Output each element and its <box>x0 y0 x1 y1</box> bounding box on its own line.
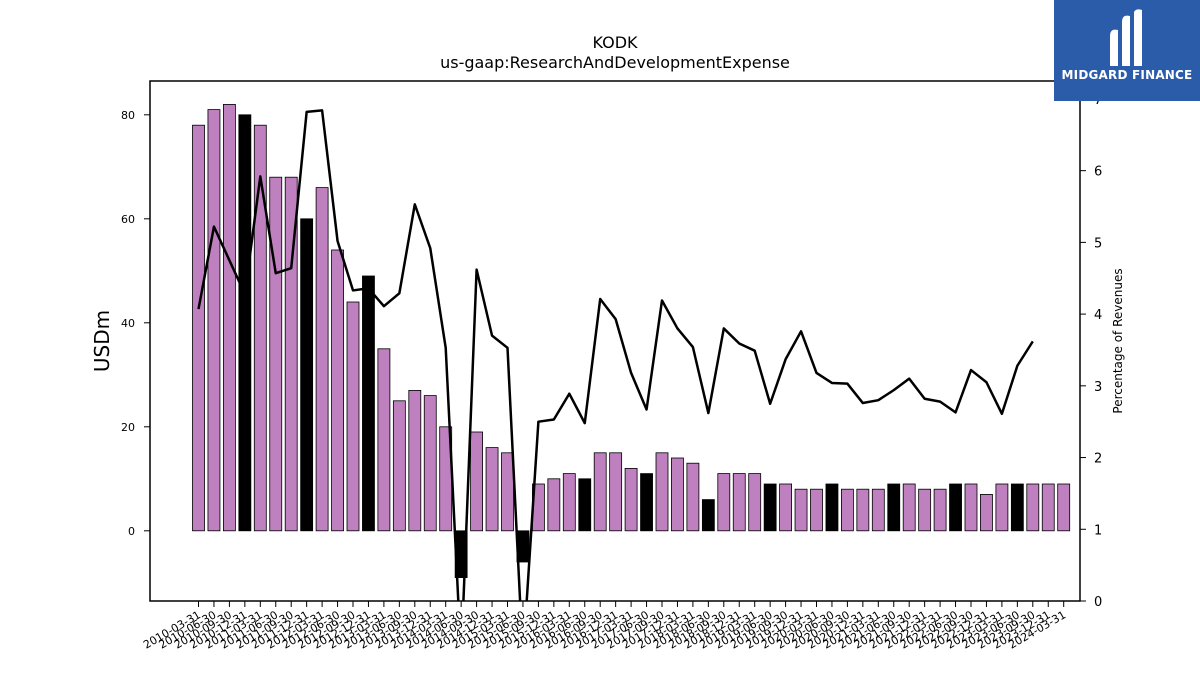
bar-2020-12-31 <box>856 488 870 532</box>
left-axis-ticks: 0 20 40 60 80 <box>121 109 150 538</box>
bar-2012-09-30 <box>346 301 360 532</box>
bar-2019-09-30 <box>779 483 792 532</box>
bar-2013-12-31 <box>423 395 437 532</box>
bar-2021-06-30 <box>887 483 901 532</box>
y2-tick-label: 2 <box>1094 452 1102 467</box>
y-tick-label: 80 <box>121 109 135 122</box>
y2-tick-label: 5 <box>1094 236 1102 251</box>
bar-2013-09-30 <box>408 389 422 532</box>
bar-2010-06-30 <box>207 109 221 532</box>
bar-2018-09-30 <box>717 473 731 532</box>
bar-2014-12-31 <box>485 447 499 532</box>
right-axis-ticks: 01234567 <box>1080 93 1102 610</box>
bar-2023-06-30 <box>1010 483 1024 532</box>
logo-mark-icon <box>1110 9 1142 66</box>
bar-2018-06-30 <box>701 499 715 532</box>
x-axis-ticks: 2010-03-312010-06-302010-09-302010-12-31… <box>141 601 1068 652</box>
bar-2020-03-31 <box>810 488 823 532</box>
bar-2013-06-30 <box>392 400 406 532</box>
bar-2023-09-30 <box>1026 483 1040 532</box>
y-tick-label: 60 <box>121 213 135 226</box>
bar-2016-06-30 <box>578 478 592 532</box>
y2-tick-label: 6 <box>1094 165 1102 180</box>
bar-2012-12-31 <box>362 275 375 532</box>
y-tick-label: 40 <box>121 317 135 330</box>
y2-tick-label: 4 <box>1094 308 1102 323</box>
bar-2022-09-30 <box>964 483 978 532</box>
bar-2022-03-31 <box>933 488 947 532</box>
bar-2018-12-31 <box>732 473 746 532</box>
chart-subtitle: us-gaap:ResearchAndDevelopmentExpense <box>440 53 790 72</box>
bar-2015-03-31 <box>501 452 514 532</box>
bar-2020-06-30 <box>825 483 839 532</box>
bar-2015-12-31 <box>547 478 561 532</box>
bar-2011-06-30 <box>269 176 283 532</box>
bar-2016-09-30 <box>593 452 607 532</box>
logo-text: MIDGARD FINANCE <box>1061 68 1193 82</box>
y2-tick-label: 0 <box>1094 595 1102 610</box>
bar-2023-12-31 <box>1041 483 1055 532</box>
bar-2019-12-31 <box>794 488 808 532</box>
bar-2011-09-30 <box>284 176 298 532</box>
bar-2020-09-30 <box>841 488 854 532</box>
bar-2017-09-30 <box>655 452 669 532</box>
y-tick-label: 0 <box>128 525 135 538</box>
bar-2024-03-31 <box>1057 483 1071 532</box>
bar-2014-09-30 <box>470 431 484 532</box>
bar-2013-03-31 <box>377 348 391 532</box>
bar-2021-09-30 <box>902 483 916 532</box>
bar-2010-03-31 <box>192 124 205 532</box>
bar-2016-03-31 <box>562 473 576 532</box>
bar-2023-03-31 <box>995 483 1009 532</box>
y2-tick-label: 3 <box>1094 380 1102 395</box>
bar-2012-06-30 <box>331 249 344 532</box>
bar-2011-12-31 <box>300 218 314 532</box>
chart-title: KODK <box>592 33 638 52</box>
bar-2017-03-31 <box>624 467 638 532</box>
bar-2018-03-31 <box>686 462 700 532</box>
bar-2019-06-30 <box>763 483 777 532</box>
y-tick-label: 20 <box>121 421 135 434</box>
y2-tick-label: 1 <box>1094 523 1102 538</box>
bar-2022-06-30 <box>949 483 962 532</box>
bar-2011-03-31 <box>253 124 267 532</box>
bar-2022-12-31 <box>980 493 993 532</box>
bar-2010-12-31 <box>238 114 252 532</box>
line-series <box>197 109 1034 601</box>
bar-series <box>192 104 1071 578</box>
bar-2016-12-31 <box>609 452 623 532</box>
plot-frame <box>149 80 1081 602</box>
bar-2017-12-31 <box>671 457 684 532</box>
revenue-percentage-line <box>197 109 1034 601</box>
bar-2019-03-31 <box>748 473 762 532</box>
y2-axis-label: Percentage of Revenues <box>1111 268 1125 413</box>
midgard-finance-logo: MIDGARD FINANCE <box>1054 0 1200 101</box>
bar-2012-03-31 <box>315 187 329 532</box>
bar-2021-03-31 <box>871 488 885 532</box>
bar-2017-06-30 <box>640 473 653 532</box>
bar-2021-12-31 <box>918 488 932 532</box>
y-axis-label: USDm <box>90 310 114 372</box>
bar-2010-09-30 <box>222 104 236 532</box>
